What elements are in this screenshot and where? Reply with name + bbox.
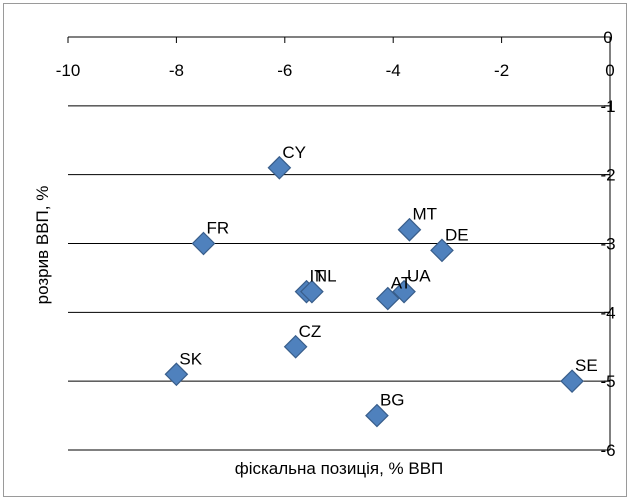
x-tick-label: -10	[56, 61, 81, 80]
data-point-de	[430, 238, 454, 263]
data-label-ua: UA	[407, 267, 431, 286]
x-tick-label: 0	[605, 61, 614, 80]
y-tick-label: -6	[600, 441, 615, 460]
data-point-bg	[365, 403, 389, 428]
x-tick-labels: -10 -8 -6 -4 -2 0	[56, 61, 615, 80]
data-label-it: IT	[309, 267, 324, 286]
data-points	[164, 155, 584, 428]
y-tick-label: 0	[603, 28, 612, 47]
data-point-sk	[164, 362, 189, 387]
y-tick-label: -5	[600, 372, 615, 391]
data-point-nl	[300, 279, 324, 304]
y-tick-labels: 0 -1 -2 -3 -4 -5 -6	[600, 28, 615, 460]
y-tick-label: -3	[600, 235, 615, 254]
data-point-mt	[397, 217, 422, 242]
gridlines	[68, 105, 610, 451]
axes	[67, 36, 611, 451]
x-tick-label: -4	[386, 61, 401, 80]
data-label-cy: CY	[282, 143, 306, 162]
data-label-sk: SK	[179, 349, 202, 368]
data-label-bg: BG	[380, 391, 405, 410]
y-tick-label: -4	[600, 303, 615, 322]
data-point-ua	[392, 279, 416, 304]
data-point-cy	[267, 155, 292, 180]
data-label-cz: CZ	[299, 322, 322, 341]
x-axis-title: фіскальна позиція, % ВВП	[235, 459, 444, 478]
data-point-se	[560, 369, 584, 394]
y-tick-label: -2	[600, 166, 615, 185]
data-label-nl: NL	[315, 267, 337, 286]
data-label-de: DE	[445, 225, 469, 244]
data-point-at	[375, 286, 400, 311]
x-tick-label: -6	[277, 61, 292, 80]
chart-frame	[3, 3, 627, 497]
data-label-se: SE	[575, 356, 598, 375]
x-tick-label: -8	[169, 61, 184, 80]
y-tick-label: -1	[600, 97, 615, 116]
data-label-mt: MT	[412, 205, 437, 224]
data-label-fr: FR	[207, 219, 230, 238]
x-tick-label: -2	[494, 61, 509, 80]
data-point-cz	[283, 334, 308, 359]
y-axis-title: розрив ВВП, %	[33, 186, 52, 305]
data-point-fr	[191, 231, 216, 256]
data-label-at: AT	[391, 274, 411, 293]
